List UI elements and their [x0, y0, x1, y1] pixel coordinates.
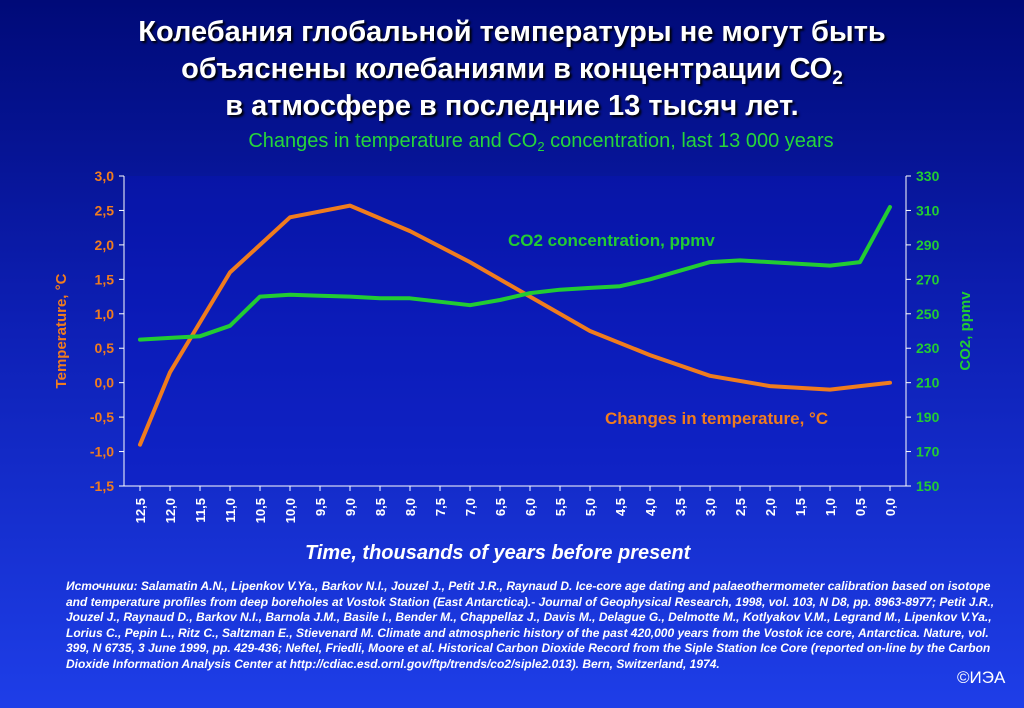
x-tick-label: 5,0	[583, 498, 598, 516]
right-tick-label: 150	[916, 478, 940, 494]
left-tick-label: 2,0	[95, 237, 115, 253]
left-tick-label: 1,5	[95, 271, 115, 287]
x-tick-label: 3,5	[673, 498, 688, 516]
right-tick-label: 270	[916, 271, 940, 287]
left-axis-title: Temperature, °C	[53, 273, 70, 388]
chart-subtitle: Changes in temperature and CO2 concentra…	[0, 130, 1024, 153]
chart-axes: -1,5 -1,0 -0,5 0,0 0,5 1,0 1,5 2,0 2,5 3,0 150 170 1…	[53, 168, 974, 523]
x-tick-label: 6,5	[493, 498, 508, 516]
left-tick-label: 2,5	[95, 202, 115, 218]
co2-line	[138, 205, 892, 342]
x-tick-label: 1,0	[823, 498, 838, 516]
left-tick-label: 3,0	[95, 168, 115, 184]
plot-area	[124, 176, 906, 486]
x-tick-label: 11,5	[193, 498, 208, 523]
left-tick-label: -1,0	[90, 444, 114, 460]
temperature-line	[138, 203, 892, 447]
x-tick-label: 7,0	[463, 498, 478, 516]
x-tick-label: 4,5	[613, 498, 628, 516]
x-tick-label: 8,5	[373, 498, 388, 516]
x-tick-label: 9,5	[313, 498, 328, 516]
right-tick-label: 190	[916, 409, 940, 425]
x-tick-label: 0,5	[853, 498, 868, 516]
right-axis-title: CO2, ppmv	[957, 291, 974, 371]
slide-title: Колебания глобальной температуры не могу…	[0, 14, 1024, 125]
right-tick-label: 250	[916, 306, 940, 322]
x-tick-label: 6,0	[523, 498, 538, 516]
x-tick-label: 1,5	[793, 498, 808, 516]
temperature-series-label: Changes in temperature, °C	[605, 409, 828, 428]
x-tick-label: 3,0	[703, 498, 718, 516]
title-line-2-subscript: 2	[832, 68, 843, 89]
left-tick-label: -0,5	[90, 409, 114, 425]
x-tick-label: 12,5	[133, 498, 148, 523]
x-tick-label: 7,5	[433, 498, 448, 516]
title-line-2: объяснены колебаниями в концентрации СО2	[0, 51, 1024, 88]
x-tick-label: 2,0	[763, 498, 778, 516]
x-tick-label: 9,0	[343, 498, 358, 516]
x-tick-label: 2,5	[733, 498, 748, 516]
title-line-3: в атмосфере в последние 13 тысяч лет.	[225, 90, 799, 122]
left-tick-label: 1,0	[95, 306, 115, 322]
copyright-mark: ©ИЭА	[957, 668, 1006, 687]
subtitle-suffix: concentration, last 13 000 years	[544, 130, 834, 152]
x-tick-label: 11,0	[223, 498, 238, 523]
x-tick-label: 12,0	[163, 498, 178, 523]
title-line-1: Колебания глобальной температуры не могу…	[138, 16, 886, 48]
subtitle-prefix: Changes in temperature and CO	[248, 130, 538, 152]
left-tick-label: 0,5	[95, 340, 115, 356]
subtitle-subscript: 2	[537, 139, 545, 154]
chart-series	[138, 203, 892, 447]
x-tick-label: 0,0	[883, 498, 898, 516]
right-tick-label: 310	[916, 202, 940, 218]
x-tick-label: 10,5	[253, 498, 268, 523]
right-tick-label: 170	[916, 444, 940, 460]
right-tick-label: 290	[916, 237, 940, 253]
co2-series-label: CO2 concentration, ppmv	[508, 231, 715, 250]
left-tick-label: 0,0	[95, 375, 115, 391]
right-tick-label: 330	[916, 168, 940, 184]
chart-series-labels: CO2 concentration, ppmv Changes in temper…	[508, 231, 828, 428]
sources-note: Источники: Salamatin A.N., Lipenkov V.Ya…	[66, 579, 995, 671]
title-line-2-text: объяснены колебаниями в концентрации СО	[181, 53, 833, 85]
x-tick-label: 8,0	[403, 498, 418, 516]
x-axis-title: Time, thousands of years before present	[305, 542, 691, 564]
left-tick-label: -1,5	[90, 478, 114, 494]
right-tick-label: 210	[916, 375, 940, 391]
x-tick-label: 4,0	[643, 498, 658, 516]
x-tick-label: 10,0	[283, 498, 298, 523]
x-tick-label: 5,5	[553, 498, 568, 516]
right-tick-label: 230	[916, 340, 940, 356]
